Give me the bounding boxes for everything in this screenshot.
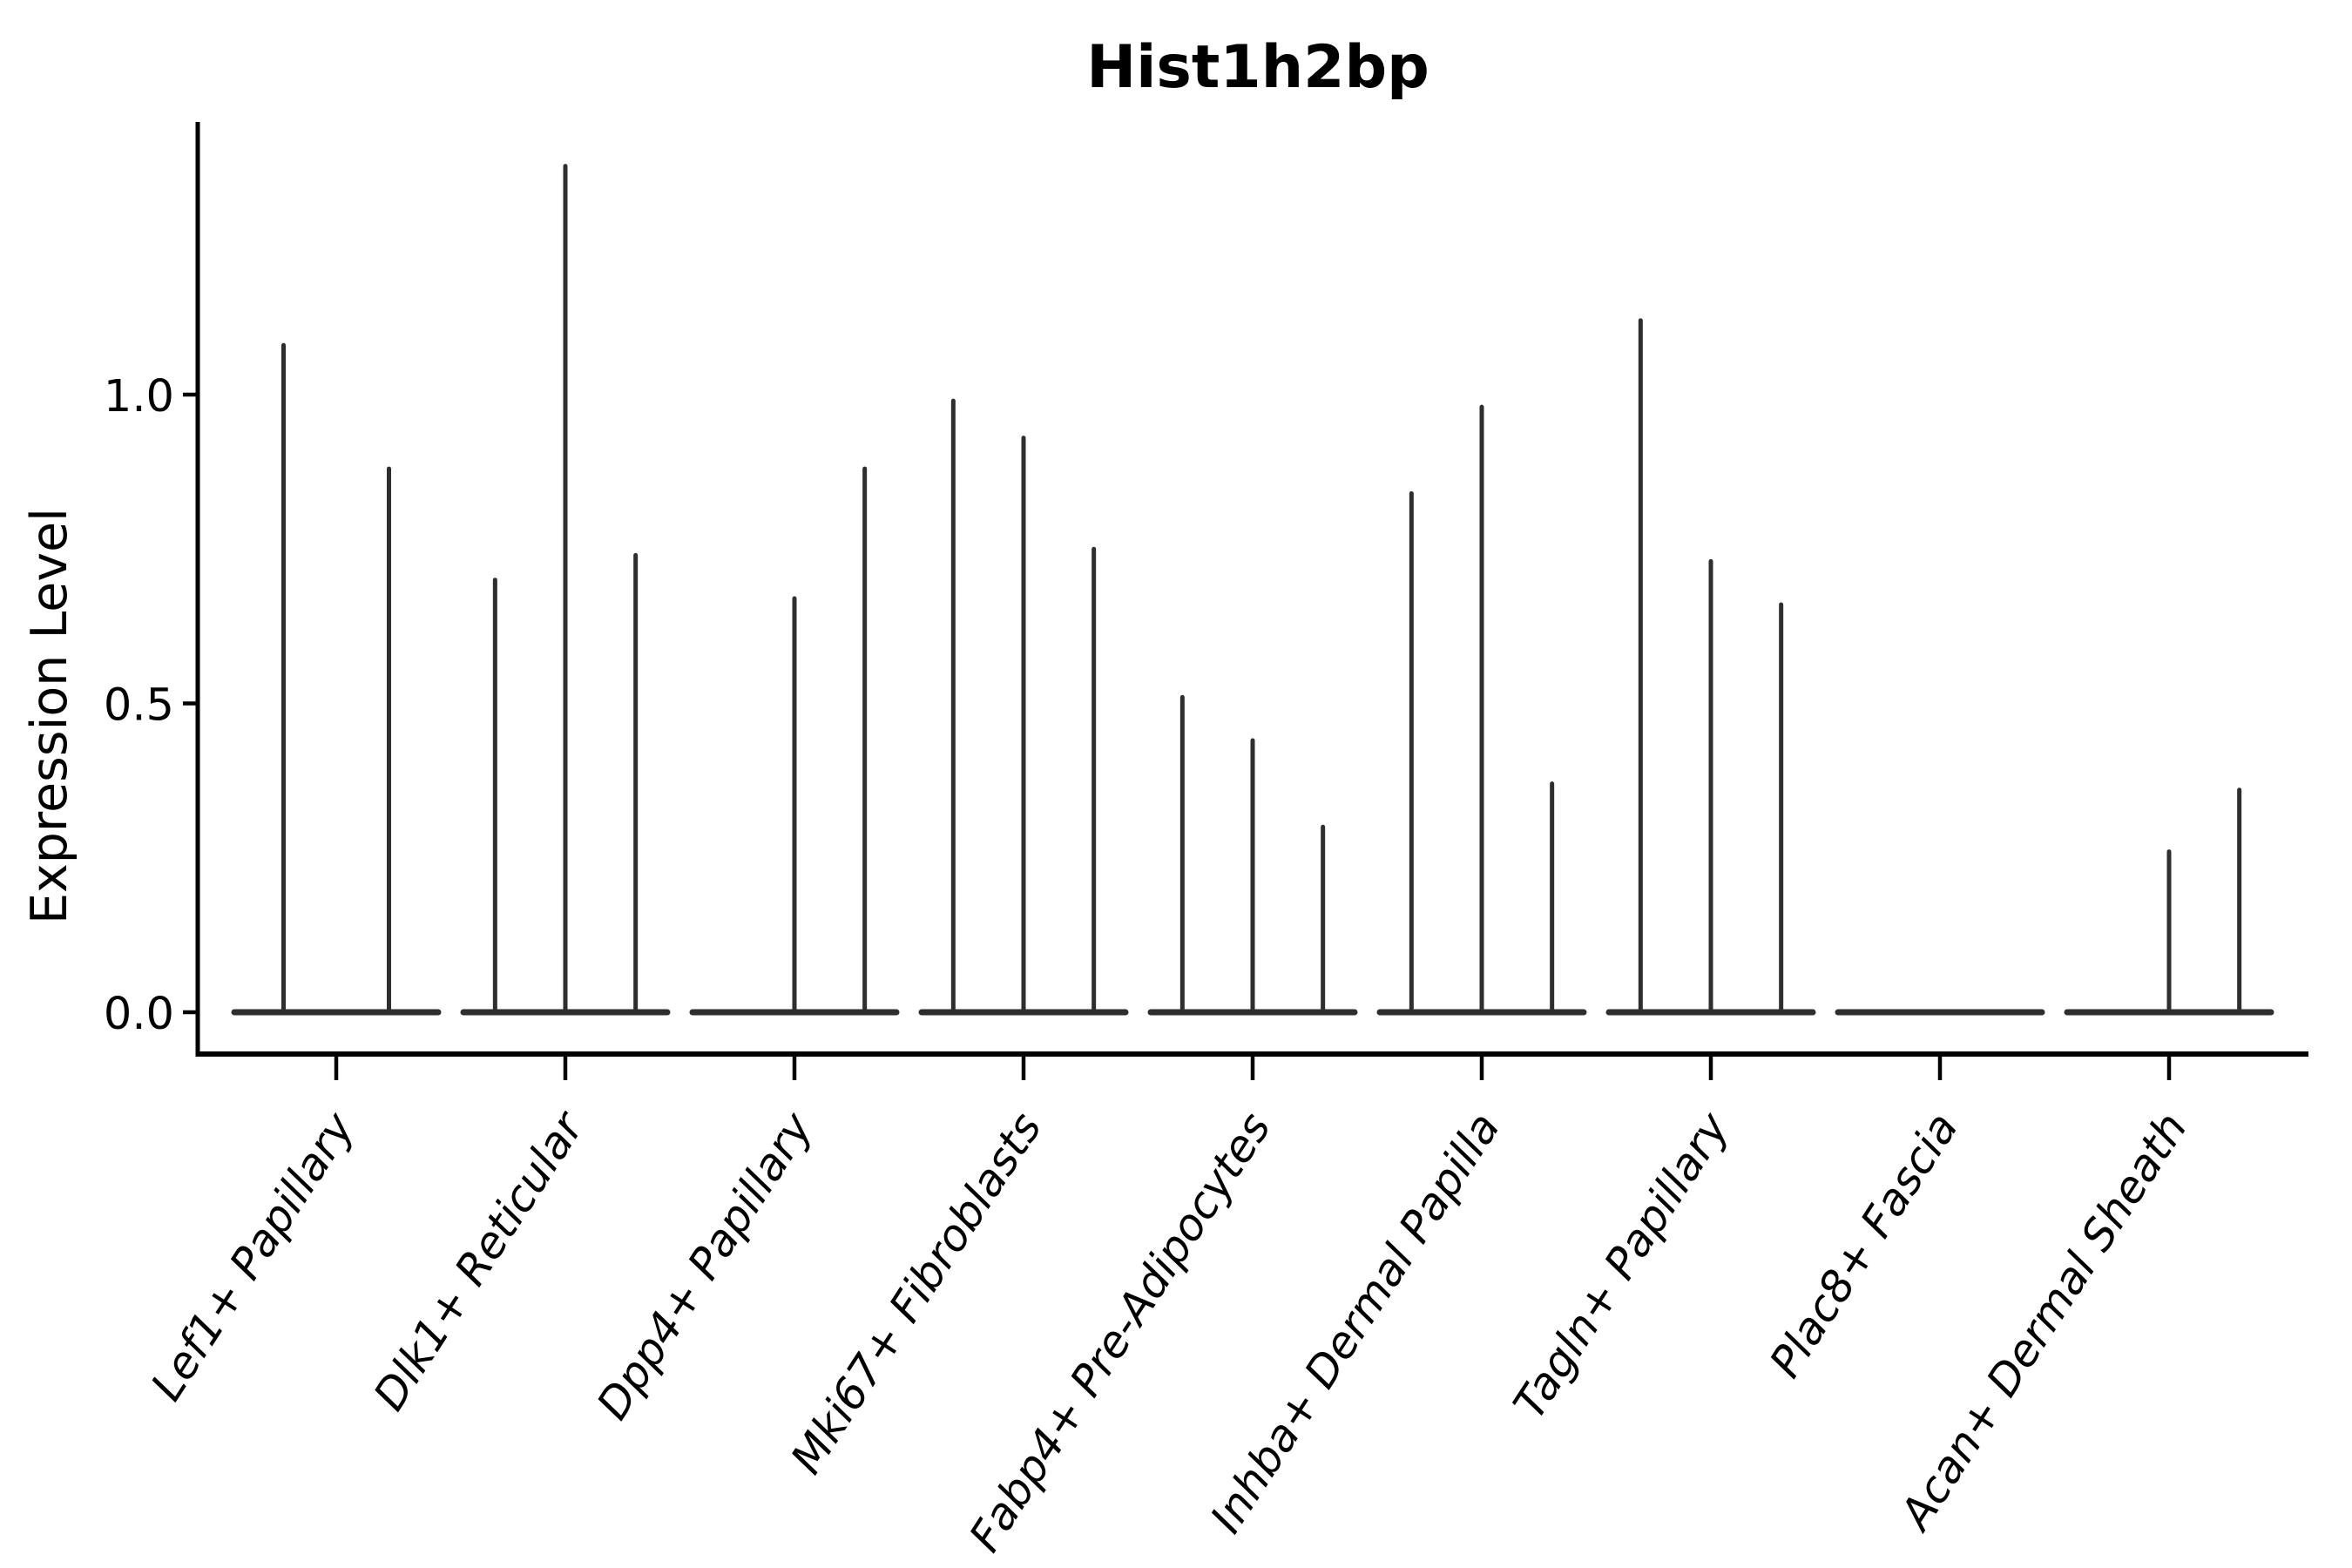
axes-spines [195,122,2308,1057]
y-tick-label: 0.5 [104,680,174,732]
x-tick-label: Dlk1+ Reticular [364,1101,595,1419]
violin-group [231,342,442,1016]
x-tick-label: Plac8+ Fascia [1760,1104,1968,1386]
y-tick-label: 1.0 [104,371,174,422]
y-axis-label: Expression Level [21,508,78,924]
violin-group [460,164,671,1016]
violin-group [2064,787,2274,1016]
x-tick-label: Tagln+ Papillary [1504,1103,1740,1428]
violins-layer [231,164,2274,1016]
x-tick-label: Dpp4+ Papillary [587,1103,823,1429]
x-tick-label: Mki67+ Fibroblasts [781,1104,1051,1483]
violin-group [1147,694,1358,1016]
violin-group [689,466,900,1016]
y-tick-label: 0.0 [104,989,174,1040]
violin-group [918,398,1129,1016]
x-tick-label: Lef1+ Papillary [141,1103,365,1409]
violin-group [1376,404,1587,1016]
y-axis-ticks: 0.0 0.5 1.0 [104,371,198,1040]
chart-title: Hist1h2bp [1086,33,1429,102]
violin-group [1605,318,1816,1016]
